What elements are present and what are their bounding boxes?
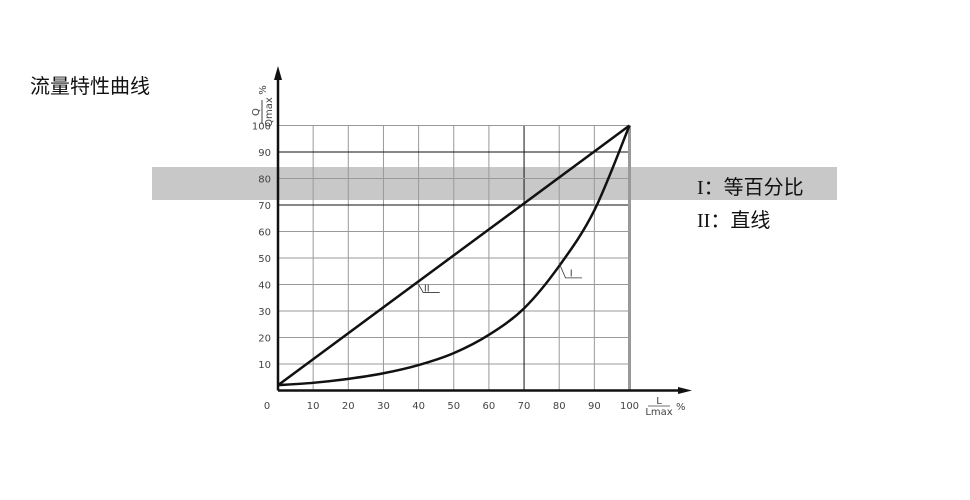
series-label: I bbox=[570, 269, 573, 280]
y-tick-label: 20 bbox=[258, 334, 271, 345]
legend-text: 等百分比 bbox=[723, 177, 804, 199]
x-tick-label: 80 bbox=[553, 401, 566, 412]
x-tick-label: 70 bbox=[518, 401, 531, 412]
page-title: 流量特性曲线 bbox=[30, 76, 150, 98]
legend-text: 直线 bbox=[730, 210, 771, 232]
y-tick-label: 50 bbox=[258, 254, 271, 265]
y-tick-label: 10 bbox=[258, 360, 271, 371]
legend-separator: ： bbox=[703, 177, 724, 199]
x-tick-label: 10 bbox=[307, 401, 320, 412]
y-tick-label: 30 bbox=[258, 307, 271, 318]
legend-item-equal-percentage: I：等百分比 bbox=[697, 171, 804, 200]
series-label: II bbox=[424, 284, 430, 295]
y-tick-label: 100 bbox=[252, 122, 271, 133]
y-tick-label: 80 bbox=[258, 175, 271, 186]
legend-separator: ： bbox=[710, 210, 731, 232]
series-label-leader bbox=[418, 284, 440, 293]
y-label: Q Qmax% bbox=[251, 85, 275, 127]
x-axis-arrow-icon bbox=[678, 387, 692, 394]
y-tick-label: 40 bbox=[258, 281, 271, 292]
x-tick-label: 60 bbox=[483, 401, 496, 412]
x-tick-label: 40 bbox=[412, 401, 425, 412]
x-label-unit: % bbox=[676, 402, 686, 413]
legend-marker: I bbox=[697, 177, 704, 199]
x-tick-label: 50 bbox=[447, 401, 460, 412]
series-label-leader bbox=[558, 263, 583, 279]
y-axis-arrow-icon bbox=[274, 66, 282, 80]
y-tick-label: 60 bbox=[258, 228, 271, 239]
series-line-I bbox=[277, 125, 631, 387]
x-tick-label: 30 bbox=[377, 401, 390, 412]
series-line-II bbox=[277, 124, 631, 387]
legend-item-linear: II：直线 bbox=[697, 204, 770, 233]
x-label-numerator: L bbox=[656, 396, 662, 407]
x-label-denominator: Lmax bbox=[645, 407, 672, 418]
y-tick-label: 90 bbox=[258, 148, 271, 159]
x-tick-label: 100 bbox=[620, 401, 639, 412]
x-tick-label: 0 bbox=[264, 401, 270, 412]
x-tick-label: 90 bbox=[588, 401, 601, 412]
y-label-numerator: Q bbox=[251, 108, 262, 116]
y-label-denominator: Qmax bbox=[264, 97, 275, 127]
highlight-band bbox=[152, 167, 837, 200]
y-tick-label: 70 bbox=[258, 201, 271, 212]
y-label-unit: % bbox=[258, 85, 269, 95]
legend-marker: II bbox=[697, 210, 711, 232]
x-tick-label: 20 bbox=[342, 401, 355, 412]
